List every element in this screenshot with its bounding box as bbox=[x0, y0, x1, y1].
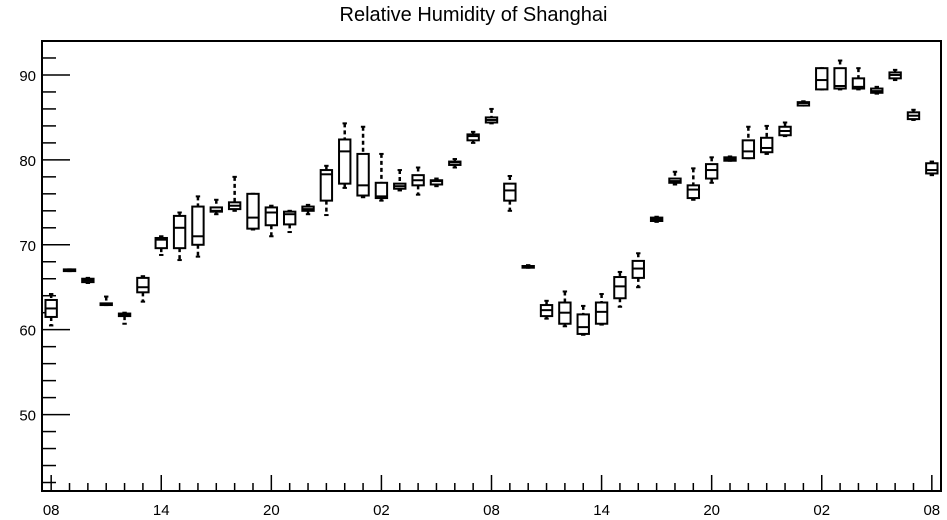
chart-title: Relative Humidity of Shanghai bbox=[339, 4, 608, 26]
box-item bbox=[246, 192, 260, 231]
box-item bbox=[796, 100, 811, 107]
box-body bbox=[851, 77, 866, 90]
x-tick-label: 02 bbox=[373, 502, 390, 519]
axes bbox=[42, 40, 933, 491]
box-item bbox=[393, 169, 407, 192]
box-item bbox=[356, 125, 370, 199]
box-body bbox=[172, 214, 187, 250]
box-item bbox=[374, 152, 389, 202]
box-item bbox=[704, 156, 719, 184]
box-item bbox=[815, 67, 829, 91]
x-tick-label: 14 bbox=[153, 502, 170, 519]
plot-frame bbox=[41, 40, 942, 492]
box-body bbox=[815, 67, 829, 91]
box-item bbox=[760, 124, 774, 155]
box-item bbox=[191, 195, 205, 258]
box-item bbox=[741, 125, 756, 160]
x-tick-label: 08 bbox=[483, 502, 500, 519]
x-tick-label: 08 bbox=[43, 502, 60, 519]
box-body bbox=[686, 184, 701, 200]
y-tick-label: 50 bbox=[19, 408, 36, 425]
box-item bbox=[81, 276, 95, 284]
box-item bbox=[631, 252, 645, 289]
box-body bbox=[136, 276, 150, 294]
box-item bbox=[99, 295, 113, 307]
box-item bbox=[870, 85, 884, 95]
box-item bbox=[906, 108, 921, 121]
box-body bbox=[338, 138, 352, 185]
box-item bbox=[594, 293, 609, 326]
x-tick-label: 14 bbox=[593, 502, 610, 519]
box-item bbox=[209, 198, 223, 216]
box-item bbox=[282, 209, 297, 234]
box-item bbox=[117, 311, 132, 325]
box-body bbox=[760, 136, 774, 154]
box-item bbox=[319, 164, 334, 217]
boxes bbox=[44, 59, 939, 336]
box-item bbox=[338, 122, 352, 189]
y-tick-label: 70 bbox=[19, 238, 36, 255]
box-item bbox=[136, 275, 150, 303]
box-body bbox=[264, 206, 279, 227]
box-item bbox=[686, 167, 701, 201]
box-body bbox=[191, 205, 205, 246]
box-item bbox=[668, 170, 682, 186]
y-tick-label: 80 bbox=[19, 153, 36, 170]
box-item bbox=[723, 155, 737, 162]
box-body bbox=[925, 162, 939, 175]
box-item bbox=[429, 177, 444, 188]
box-item bbox=[851, 67, 866, 91]
box-item bbox=[649, 215, 664, 223]
box-body bbox=[319, 169, 334, 202]
y-tick-label: 90 bbox=[19, 68, 36, 85]
box-body bbox=[613, 276, 627, 300]
tick-labels: 50 60 70 80 90 08 14 20 02 08 14 20 02 08 bbox=[19, 68, 940, 519]
box-item bbox=[484, 107, 499, 125]
box-item bbox=[613, 270, 627, 308]
box-body bbox=[466, 133, 480, 142]
box-item bbox=[301, 203, 315, 216]
box-item bbox=[172, 211, 187, 262]
box-item bbox=[411, 166, 425, 196]
box-item bbox=[558, 290, 572, 328]
box-item bbox=[576, 304, 590, 336]
box-body bbox=[704, 163, 719, 180]
box-item bbox=[778, 121, 792, 138]
box-body bbox=[594, 301, 609, 325]
box-body bbox=[374, 181, 389, 200]
box-item bbox=[264, 204, 279, 238]
x-tick-label: 20 bbox=[703, 502, 720, 519]
box-body bbox=[246, 192, 260, 230]
x-tick-label: 08 bbox=[923, 502, 940, 519]
box-item bbox=[227, 175, 242, 212]
y-tick-label: 60 bbox=[19, 323, 36, 340]
box-body bbox=[154, 236, 168, 250]
box-item bbox=[154, 235, 168, 256]
box-item bbox=[833, 59, 847, 91]
box-body bbox=[282, 210, 297, 226]
box-item bbox=[539, 299, 554, 320]
box-body bbox=[833, 67, 847, 90]
box-item bbox=[521, 264, 535, 269]
box-body bbox=[741, 139, 756, 160]
box-body bbox=[503, 182, 517, 202]
box-item bbox=[925, 160, 939, 177]
box-item bbox=[466, 130, 480, 144]
x-tick-label: 02 bbox=[813, 502, 830, 519]
box-item bbox=[44, 293, 58, 327]
box-body bbox=[576, 313, 590, 335]
box-item bbox=[62, 268, 77, 273]
box-item bbox=[448, 158, 462, 169]
box-body bbox=[356, 152, 370, 197]
box-item bbox=[888, 68, 902, 82]
box-item bbox=[503, 175, 517, 212]
x-tick-label: 20 bbox=[263, 502, 280, 519]
